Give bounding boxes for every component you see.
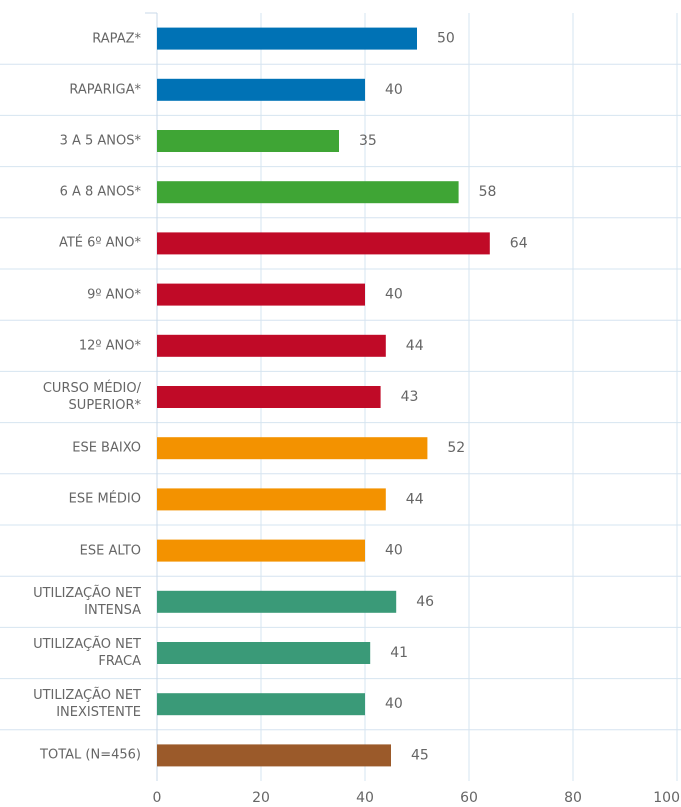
category-label: RAPARIGA* [69,82,141,98]
value-label: 50 [437,31,455,47]
x-tick-label: 40 [356,790,374,806]
category-label: 3 A 5 ANOS* [59,133,141,149]
value-label: 40 [385,696,403,712]
category-label: 9º ANO* [87,287,141,303]
bar [157,386,381,408]
category-label: ESE MÉDIO [68,491,141,507]
value-label: 45 [411,747,429,763]
bar [157,78,365,101]
bar [157,590,397,613]
category-label: TOTAL (N=456) [40,747,141,763]
category-label: UTILIZAÇÃO NET INTENSA [33,585,141,618]
category-label: 6 A 8 ANOS* [59,184,141,200]
value-label: 41 [390,645,408,661]
category-label: UTILIZAÇÃO NET INEXISTENTE [33,688,141,721]
value-label: 40 [385,287,403,303]
category-label: ESE ALTO [79,543,141,559]
category-label: UTILIZAÇÃO NET FRACA [33,637,141,669]
bar [157,437,428,460]
bar [157,539,365,562]
x-tick-label: 20 [252,790,270,806]
bar [157,130,339,152]
bar [157,744,391,767]
value-label: 35 [359,133,377,149]
value-label: 40 [385,82,403,98]
x-tick-label: 80 [564,790,582,806]
x-tick-label: 0 [153,790,162,806]
bar [157,642,371,664]
value-label: 40 [385,543,403,559]
value-label: 44 [406,491,424,507]
value-label: 52 [447,440,465,456]
bar [157,27,417,50]
bar [157,334,386,357]
bar [157,283,365,306]
value-label: 46 [416,594,434,610]
x-tick-label: 100 [653,790,680,806]
bar [157,693,365,716]
category-label: 12º ANO* [78,338,141,354]
x-tick-label: 60 [460,790,478,806]
category-label: RAPAZ* [92,31,141,47]
value-label: 58 [479,184,497,200]
bar [157,232,490,255]
category-label: ESE BAIXO [72,440,141,456]
bar [157,488,386,511]
value-label: 43 [401,389,419,405]
value-label: 64 [510,235,528,251]
category-label: CURSO MÉDIO/ SUPERIOR* [42,381,141,413]
category-label: ATÉ 6º ANO* [58,235,141,251]
bar [157,181,459,204]
value-label: 44 [406,338,424,354]
